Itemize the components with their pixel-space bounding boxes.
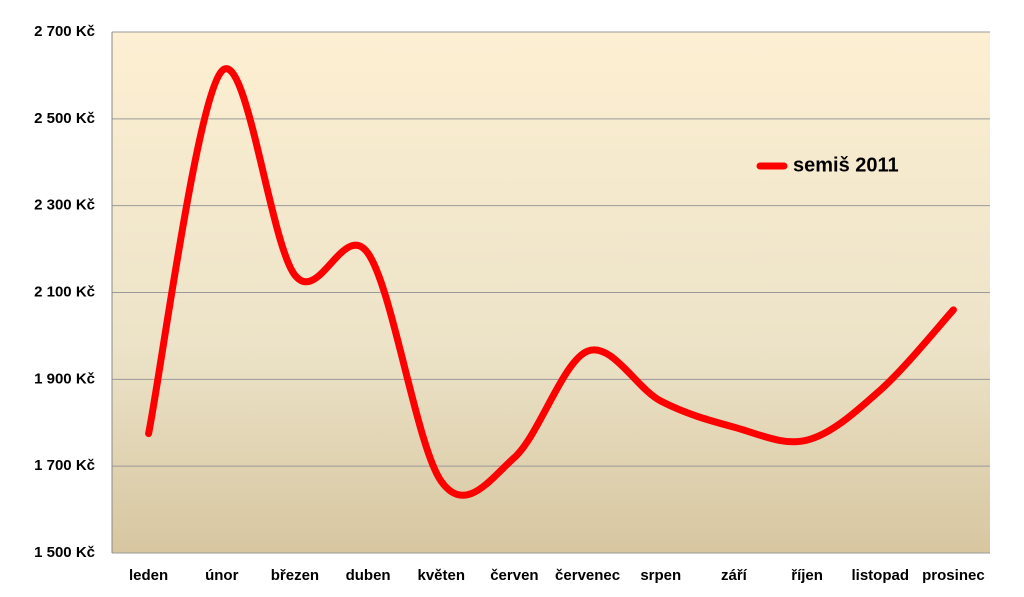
x-tick-label: listopad: [851, 567, 909, 584]
x-tick-label: duben: [346, 567, 391, 584]
y-tick-label: 1 500 Kč: [34, 544, 95, 561]
y-tick-label: 2 500 Kč: [34, 110, 95, 127]
x-tick-label: červenec: [555, 567, 620, 584]
legend-label: semiš 2011: [793, 154, 899, 176]
y-tick-label: 1 900 Kč: [34, 370, 95, 387]
y-tick-label: 1 700 Kč: [34, 457, 95, 474]
x-tick-label: leden: [129, 567, 168, 584]
y-tick-label: 2 300 Kč: [34, 197, 95, 214]
y-tick-label: 2 100 Kč: [34, 283, 95, 300]
data-line: [145, 65, 957, 499]
y-tick-label: 2 700 Kč: [34, 23, 95, 40]
x-tick-label: srpen: [640, 567, 681, 584]
x-tick-label: březen: [271, 567, 319, 584]
x-tick-label: říjen: [791, 567, 823, 584]
x-tick-label: září: [721, 567, 748, 584]
x-tick-label: prosinec: [922, 567, 985, 584]
x-tick-label: únor: [205, 567, 238, 584]
x-tick-label: květen: [417, 567, 465, 584]
x-tick-label: červen: [490, 567, 538, 584]
